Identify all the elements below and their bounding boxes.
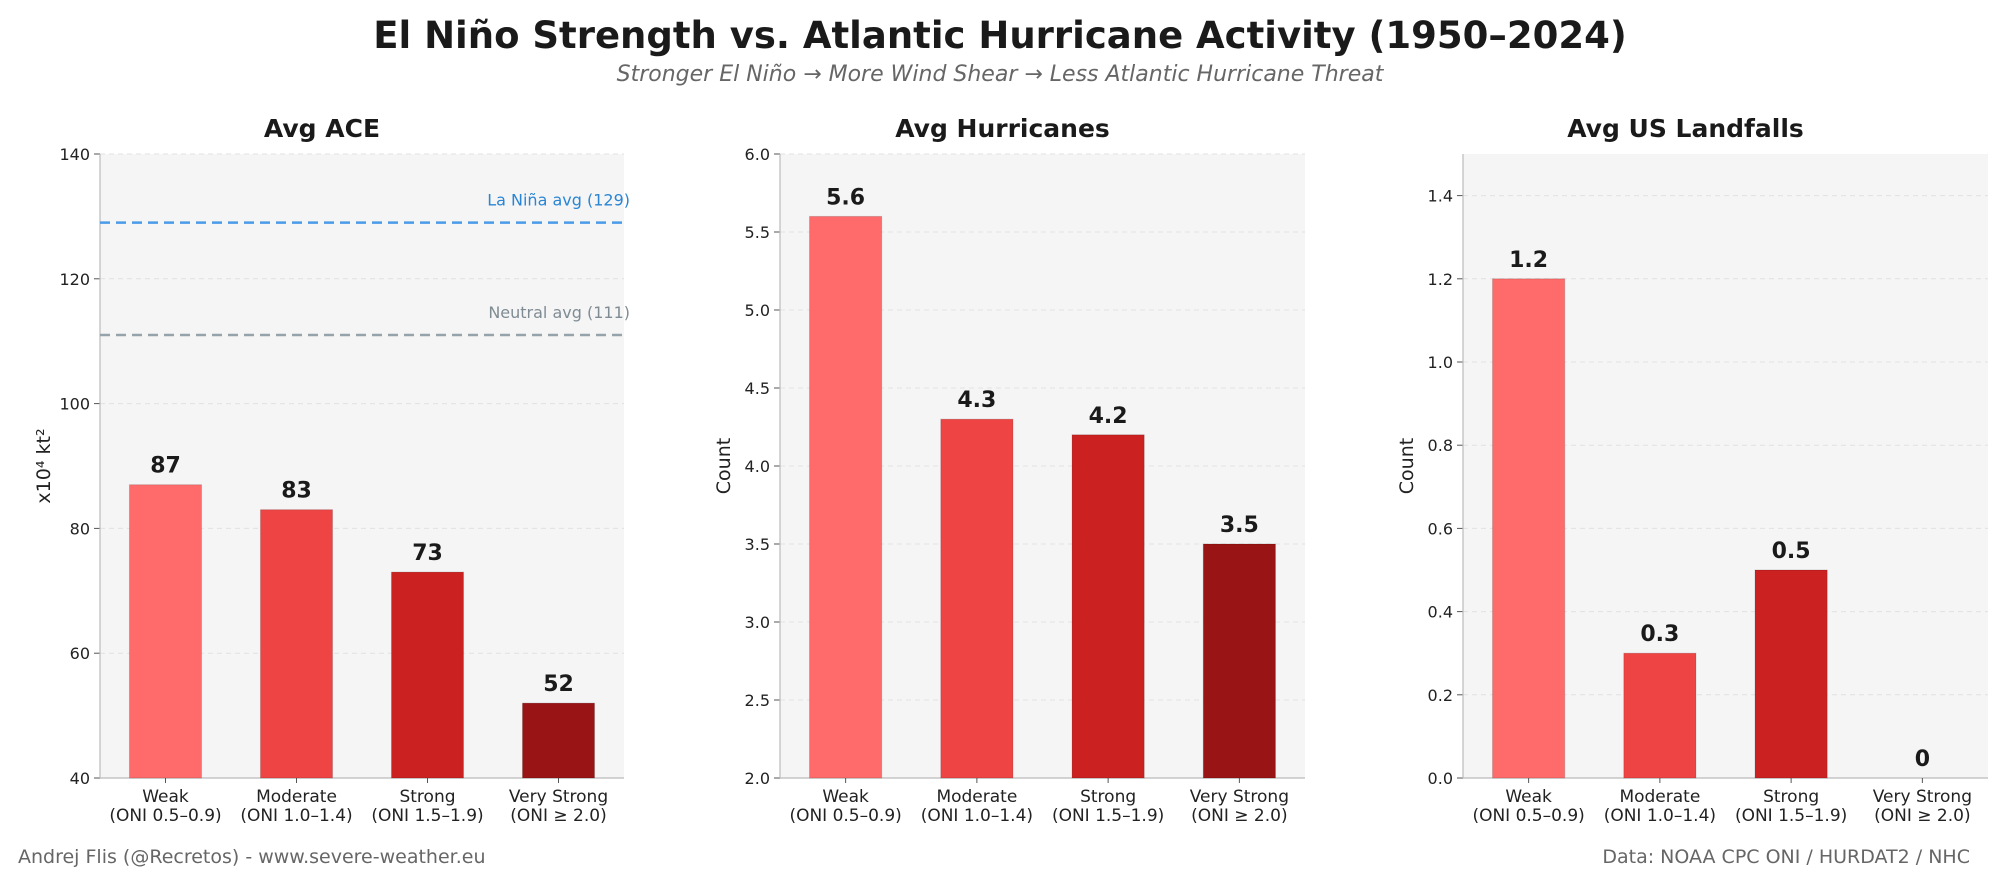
- y-tick-label: 40: [70, 769, 90, 788]
- y-axis-label: x10⁴ kt²: [33, 428, 55, 503]
- bar-value-label: 73: [412, 541, 443, 566]
- y-tick-label: 5.0: [745, 301, 770, 320]
- y-tick-label: 0.2: [1428, 686, 1453, 705]
- bar: [1071, 434, 1145, 779]
- y-tick-label: 1.4: [1428, 187, 1453, 206]
- x-tick-label: Weak (ONI 0.5–0.9): [109, 787, 221, 826]
- bar: [940, 418, 1014, 779]
- y-tick-label: 0.4: [1428, 603, 1453, 622]
- page-title: El Niño Strength vs. Atlantic Hurricane …: [373, 14, 1627, 57]
- x-tick-label: Very Strong (ONI ≥ 2.0): [1873, 787, 1972, 826]
- bar: [1623, 652, 1697, 779]
- x-tick-label: Weak (ONI 0.5–0.9): [1472, 787, 1584, 826]
- bar-value-label: 52: [543, 672, 574, 697]
- credit-text: Andrej Flis (@Recretos) - www.severe-wea…: [18, 846, 486, 868]
- bar: [128, 484, 203, 779]
- bar: [1202, 543, 1276, 779]
- y-axis-label: Count: [713, 438, 735, 494]
- chart-panel-2: 2.0 2.5 3.0 3.5 4.0 4.5 5.0 5.5 6.0 5.6 Weak (ONI 0…: [713, 114, 1305, 826]
- bar-value-label: 3.5: [1220, 513, 1259, 538]
- y-tick-label: 1.0: [1428, 353, 1453, 372]
- x-tick-label: Very Strong (ONI ≥ 2.0): [1190, 787, 1289, 826]
- bar-value-label: 0.5: [1772, 539, 1811, 564]
- page-subtitle: Stronger El Niño → More Wind Shear → Les…: [616, 62, 1384, 87]
- x-tick-label: Very Strong (ONI ≥ 2.0): [509, 787, 608, 826]
- reference-line-label: La Niña avg (129): [487, 191, 630, 210]
- y-tick-label: 6.0: [745, 145, 770, 164]
- y-tick-label: 100: [59, 395, 90, 414]
- bar: [1492, 278, 1566, 779]
- y-tick-label: 2.0: [745, 769, 770, 788]
- x-tick-label: Weak (ONI 0.5–0.9): [789, 787, 901, 826]
- x-tick-label: Moderate (ONI 1.0–1.4): [1604, 787, 1716, 826]
- y-tick-label: 1.2: [1428, 270, 1453, 289]
- bar-value-label: 87: [150, 454, 181, 479]
- y-tick-label: 60: [70, 644, 90, 663]
- x-tick-label: Strong (ONI 1.5–1.9): [1735, 787, 1847, 826]
- chart-title: Avg US Landfalls: [1567, 114, 1804, 143]
- x-tick-label: Moderate (ONI 1.0–1.4): [240, 787, 352, 826]
- bar: [1754, 569, 1828, 779]
- reference-line-label: Neutral avg (111): [488, 303, 630, 322]
- chart-panel-1: 40 60 80 100 120 140 La Niña avg (129) Neutral …: [33, 114, 630, 826]
- y-tick-label: 120: [59, 270, 90, 289]
- source-text: Data: NOAA CPC ONI / HURDAT2 / NHC: [1602, 846, 1970, 868]
- bar-value-label: 1.2: [1509, 248, 1548, 273]
- y-tick-label: 0.8: [1428, 436, 1453, 455]
- y-tick-label: 4.0: [745, 457, 770, 476]
- y-tick-label: 80: [70, 519, 90, 538]
- y-tick-label: 5.5: [745, 223, 770, 242]
- bar: [390, 571, 465, 779]
- y-tick-label: 3.5: [745, 535, 770, 554]
- chart-title: Avg ACE: [264, 114, 380, 143]
- bar: [259, 509, 334, 779]
- x-tick-label: Moderate (ONI 1.0–1.4): [921, 787, 1033, 826]
- y-tick-label: 2.5: [745, 691, 770, 710]
- bar-value-label: 0: [1915, 747, 1930, 772]
- y-tick-label: 0.6: [1428, 519, 1453, 538]
- bar-value-label: 0.3: [1640, 622, 1679, 647]
- x-tick-label: Strong (ONI 1.5–1.9): [371, 787, 483, 826]
- y-tick-label: 0.0: [1428, 769, 1453, 788]
- bar-value-label: 4.3: [957, 388, 996, 413]
- y-tick-label: 4.5: [745, 379, 770, 398]
- y-tick-label: 3.0: [745, 613, 770, 632]
- bar: [809, 215, 883, 779]
- y-axis-label: Count: [1396, 438, 1418, 494]
- chart-panel-3: 0.0 0.2 0.4 0.6 0.8 1.0 1.2 1.4 1.2 Weak (ONI 0.5–…: [1396, 114, 1988, 826]
- x-tick-label: Strong (ONI 1.5–1.9): [1052, 787, 1164, 826]
- bar-value-label: 83: [281, 479, 312, 504]
- y-tick-label: 140: [59, 145, 90, 164]
- chart-title: Avg Hurricanes: [895, 114, 1110, 143]
- bar: [521, 702, 596, 779]
- bar-value-label: 5.6: [826, 185, 865, 210]
- bar-value-label: 4.2: [1089, 404, 1128, 429]
